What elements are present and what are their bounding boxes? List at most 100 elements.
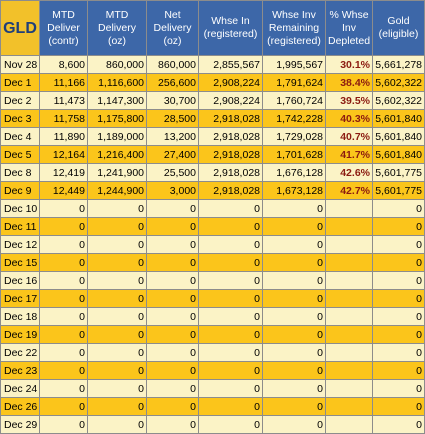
whse-in-cell: 0 [198,343,263,362]
whse-inv-remaining-cell: 1,676,128 [262,163,326,182]
whse-in-cell: 2,918,028 [198,109,263,128]
date-cell: Dec 19 [0,325,40,344]
mtd-delivery-oz-cell: 0 [87,415,147,434]
whse-inv-remaining-cell: 1,742,228 [262,109,326,128]
table-row: Dec 19 0 0 0 0 0 0 [0,325,425,344]
net-delivery-oz-cell: 0 [146,343,199,362]
whse-in-cell: 0 [198,253,263,272]
whse-in-cell: 0 [198,379,263,398]
whse-inv-remaining-cell: 0 [262,343,326,362]
whse-inv-remaining-cell: 1,760,724 [262,91,326,110]
pct-depleted-cell [325,217,373,236]
gold-eligible-cell: 0 [372,325,425,344]
whse-in-cell: 0 [198,199,263,218]
whse-in-cell: 0 [198,397,263,416]
net-delivery-oz-cell: 13,200 [146,127,199,146]
whse-in-cell: 0 [198,289,263,308]
pct-depleted-cell: 40.3% [325,109,373,128]
whse-in-cell: 2,908,224 [198,91,263,110]
whse-in-cell: 0 [198,217,263,236]
gold-eligible-cell: 0 [372,379,425,398]
table-row: Nov 28 8,600 860,000 860,000 2,855,567 1,995,… [0,55,425,74]
date-cell: Dec 1 [0,73,40,92]
whse-inv-remaining-cell: 0 [262,199,326,218]
net-delivery-oz-cell: 0 [146,397,199,416]
whse-inv-remaining-cell: 0 [262,361,326,380]
gold-eligible-cell: 5,601,840 [372,109,425,128]
net-delivery-oz-cell: 3,000 [146,181,199,200]
table-row: Dec 23 0 0 0 0 0 0 [0,361,425,380]
gold-eligible-cell: 0 [372,397,425,416]
net-delivery-oz-cell: 0 [146,253,199,272]
mtd-deliver-contr-cell: 12,419 [39,163,88,182]
date-cell: Dec 24 [0,379,40,398]
gold-eligible-cell: 0 [372,235,425,254]
mtd-deliver-contr-cell: 0 [39,253,88,272]
mtd-delivery-oz-cell: 1,189,000 [87,127,147,146]
pct-depleted-cell [325,343,373,362]
mtd-delivery-oz-cell: 0 [87,199,147,218]
net-delivery-oz-cell: 0 [146,199,199,218]
table-row: Dec 29 0 0 0 0 0 0 [0,415,425,434]
net-delivery-oz-cell: 25,500 [146,163,199,182]
table-row: Dec 8 12,419 1,241,900 25,500 2,918,028 1,676… [0,163,425,182]
whse-in-cell: 0 [198,235,263,254]
whse-in-cell: 2,918,028 [198,163,263,182]
header-gold-eligible: Gold (eligible) [372,0,425,56]
mtd-delivery-oz-cell: 860,000 [87,55,147,74]
mtd-deliver-contr-cell: 0 [39,325,88,344]
date-cell: Dec 5 [0,145,40,164]
table-row: Dec 24 0 0 0 0 0 0 [0,379,425,398]
whse-inv-remaining-cell: 0 [262,217,326,236]
mtd-delivery-oz-cell: 0 [87,289,147,308]
mtd-delivery-oz-cell: 0 [87,325,147,344]
mtd-deliver-contr-cell: 0 [39,199,88,218]
date-cell: Dec 8 [0,163,40,182]
table-row: Dec 9 12,449 1,244,900 3,000 2,918,028 1,673,… [0,181,425,200]
net-delivery-oz-cell: 27,400 [146,145,199,164]
mtd-delivery-oz-cell: 0 [87,217,147,236]
ticker-label: GLD [0,0,40,56]
date-cell: Dec 17 [0,289,40,308]
pct-depleted-cell [325,361,373,380]
net-delivery-oz-cell: 0 [146,217,199,236]
date-cell: Dec 26 [0,397,40,416]
gold-eligible-cell: 5,601,775 [372,163,425,182]
whse-in-cell: 0 [198,415,263,434]
mtd-deliver-contr-cell: 11,473 [39,91,88,110]
table-row: Dec 26 0 0 0 0 0 0 [0,397,425,416]
date-cell: Dec 2 [0,91,40,110]
pct-depleted-cell: 39.5% [325,91,373,110]
mtd-deliver-contr-cell: 11,758 [39,109,88,128]
net-delivery-oz-cell: 28,500 [146,109,199,128]
table-row: Dec 12 0 0 0 0 0 0 [0,235,425,254]
mtd-deliver-contr-cell: 12,449 [39,181,88,200]
net-delivery-oz-cell: 0 [146,307,199,326]
mtd-delivery-oz-cell: 1,147,300 [87,91,147,110]
header-whse-in-registered: Whse In (registered) [198,0,263,56]
table-body: Nov 28 8,600 860,000 860,000 2,855,567 1,995,… [0,55,425,434]
mtd-delivery-oz-cell: 0 [87,343,147,362]
table-row: Dec 16 0 0 0 0 0 0 [0,271,425,290]
pct-depleted-cell [325,235,373,254]
whse-in-cell: 2,855,567 [198,55,263,74]
mtd-delivery-oz-cell: 0 [87,307,147,326]
table-row: Dec 15 0 0 0 0 0 0 [0,253,425,272]
table-row: Dec 10 0 0 0 0 0 0 [0,199,425,218]
table-row: Dec 11 0 0 0 0 0 0 [0,217,425,236]
whse-in-cell: 0 [198,307,263,326]
whse-inv-remaining-cell: 1,673,128 [262,181,326,200]
net-delivery-oz-cell: 0 [146,289,199,308]
mtd-deliver-contr-cell: 0 [39,343,88,362]
whse-inv-remaining-cell: 0 [262,307,326,326]
gold-eligible-cell: 0 [372,217,425,236]
pct-depleted-cell: 30.1% [325,55,373,74]
gold-eligible-cell: 5,602,322 [372,91,425,110]
mtd-delivery-oz-cell: 1,216,400 [87,145,147,164]
net-delivery-oz-cell: 0 [146,325,199,344]
mtd-deliver-contr-cell: 0 [39,415,88,434]
net-delivery-oz-cell: 0 [146,235,199,254]
pct-depleted-cell: 42.6% [325,163,373,182]
whse-in-cell: 2,918,028 [198,145,263,164]
gold-eligible-cell: 5,601,840 [372,127,425,146]
